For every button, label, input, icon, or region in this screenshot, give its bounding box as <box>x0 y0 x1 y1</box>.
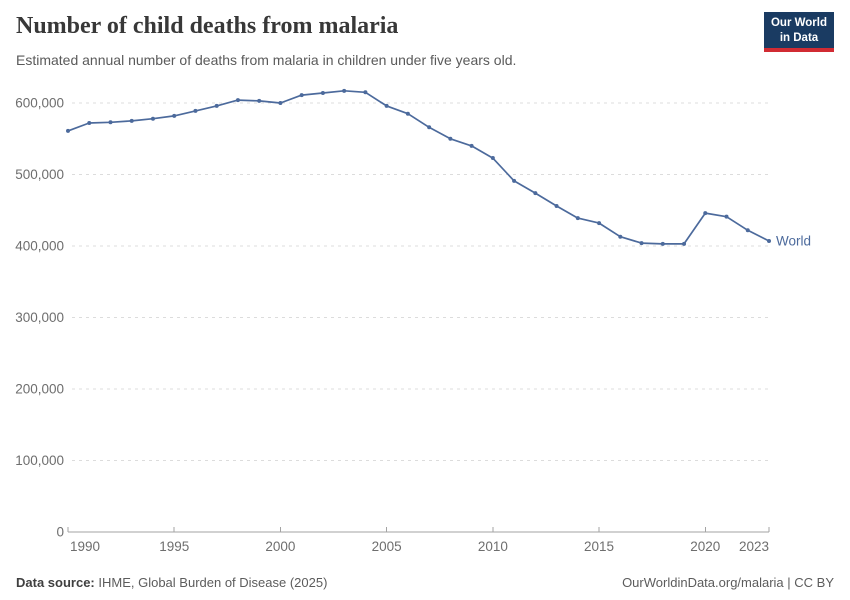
data-point[interactable] <box>150 116 155 121</box>
data-point[interactable] <box>427 125 432 130</box>
credit-text: OurWorldinData.org/malaria | CC BY <box>622 575 834 590</box>
data-point[interactable] <box>575 216 580 221</box>
data-point[interactable] <box>320 90 325 95</box>
data-point[interactable] <box>533 191 538 196</box>
data-point[interactable] <box>597 221 602 226</box>
data-point[interactable] <box>767 238 771 243</box>
data-point[interactable] <box>108 120 113 125</box>
x-tick-label: 2000 <box>265 539 295 554</box>
data-point[interactable] <box>660 241 665 246</box>
data-point[interactable] <box>193 108 198 113</box>
data-point[interactable] <box>512 178 517 183</box>
data-point[interactable] <box>214 103 219 108</box>
data-point[interactable] <box>448 136 453 141</box>
x-tick-label: 2023 <box>739 539 769 554</box>
data-point[interactable] <box>235 98 240 103</box>
y-tick-label: 300,000 <box>15 310 64 325</box>
y-tick-label: 400,000 <box>15 239 64 254</box>
owid-logo: Our World in Data <box>764 12 834 52</box>
chart-subtitle: Estimated annual number of deaths from m… <box>16 52 517 68</box>
data-point[interactable] <box>87 121 92 126</box>
data-source-value: IHME, Global Burden of Disease (2025) <box>98 575 328 590</box>
series-label-world[interactable]: World <box>776 233 811 248</box>
x-tick-label: 1995 <box>159 539 189 554</box>
y-tick-label: 200,000 <box>15 382 64 397</box>
data-point[interactable] <box>299 93 304 98</box>
data-point[interactable] <box>682 241 687 246</box>
data-point[interactable] <box>703 211 708 216</box>
line-chart: 0 100,000 200,000 300,000 400,000 500,000 600,… <box>15 88 811 554</box>
x-tick-label: 2005 <box>372 539 402 554</box>
x-tick-label: 2020 <box>690 539 720 554</box>
data-point[interactable] <box>66 128 70 133</box>
y-tick-label: 600,000 <box>15 96 64 111</box>
y-tick-label: 0 <box>56 525 64 540</box>
data-point[interactable] <box>618 234 623 239</box>
data-source-label: Data source: <box>16 575 95 590</box>
data-point[interactable] <box>278 101 283 105</box>
x-tick-label: 1990 <box>70 539 100 554</box>
series-line-world[interactable] <box>67 89 770 245</box>
data-point[interactable] <box>342 88 347 93</box>
data-point[interactable] <box>384 103 389 108</box>
page-title: Number of child deaths from malaria <box>16 13 399 39</box>
data-point[interactable] <box>129 118 134 123</box>
data-point[interactable] <box>745 228 750 233</box>
data-point[interactable] <box>490 156 495 161</box>
data-point[interactable] <box>554 203 559 208</box>
x-tick-label: 2010 <box>478 539 508 554</box>
x-tick-label: 2015 <box>584 539 614 554</box>
data-point[interactable] <box>405 111 410 116</box>
data-point[interactable] <box>172 113 177 118</box>
owid-logo-line1: Our World <box>770 17 827 29</box>
y-tick-label: 100,000 <box>15 453 64 468</box>
data-point[interactable] <box>639 241 644 246</box>
data-point[interactable] <box>363 90 368 95</box>
data-point[interactable] <box>257 98 262 103</box>
owid-logo-line2: in Data <box>779 31 819 44</box>
data-point[interactable] <box>724 214 729 219</box>
data-source: Data source: IHME, Global Burden of Dise… <box>16 575 327 590</box>
y-tick-label: 500,000 <box>15 167 64 182</box>
data-point[interactable] <box>469 143 474 148</box>
chart-footer: Data source: IHME, Global Burden of Dise… <box>16 575 834 590</box>
